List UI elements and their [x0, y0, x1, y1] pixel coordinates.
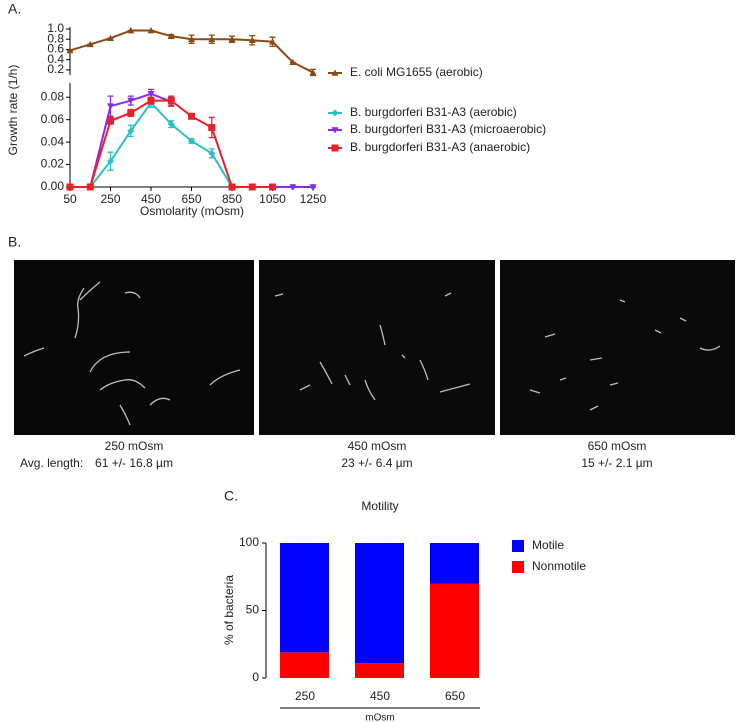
marker — [66, 46, 74, 54]
marker — [147, 27, 155, 34]
marker — [208, 124, 216, 132]
micrograph — [500, 260, 735, 435]
x-tick-label: 250 — [295, 689, 315, 703]
x-tick-label: 650 — [445, 689, 465, 703]
marker — [188, 35, 195, 43]
marker — [167, 120, 175, 128]
y2-tick-label: 1.0 — [47, 21, 64, 35]
marker — [167, 32, 175, 39]
legend-label: B. burgdorferi B31-A3 (aerobic) — [350, 105, 517, 119]
y-tick-label: 0.00 — [41, 179, 65, 193]
marker — [127, 97, 135, 105]
legend-label: Motile — [532, 538, 564, 552]
legend-marker — [331, 69, 339, 76]
marker — [289, 184, 297, 191]
marker — [107, 103, 114, 110]
panel-label: A. — [8, 1, 21, 17]
y2-tick-label: 0.8 — [47, 31, 64, 45]
x-tick-label: 650 — [181, 192, 201, 206]
panel-label: B. — [8, 234, 21, 250]
marker — [147, 97, 155, 105]
marker — [248, 183, 256, 191]
y-axis-label: Growth rate (1/h) — [6, 65, 20, 156]
marker — [188, 137, 195, 145]
legend-marker — [331, 127, 339, 134]
y2-tick-label: 0.4 — [47, 52, 64, 66]
marker — [127, 109, 135, 117]
bar-segment — [430, 583, 479, 678]
condition-label: 250 mOsm — [105, 439, 164, 453]
marker — [248, 36, 256, 44]
bacteria — [23, 281, 241, 426]
y-tick-label: 0.08 — [41, 89, 65, 103]
marker — [127, 27, 135, 34]
y-tick-label: 0.02 — [41, 157, 65, 171]
panel-label: C. — [224, 488, 238, 504]
chart-title: Motility — [361, 499, 398, 513]
marker — [147, 91, 155, 98]
length-label: 61 +/- 16.8 µm — [95, 456, 173, 470]
x-axis-label: Osmolarity (mOsm) — [140, 204, 244, 218]
marker — [107, 157, 114, 165]
legend-label: E. coli MG1655 (aerobic) — [350, 65, 483, 79]
micrograph — [14, 260, 254, 435]
length-label: 15 +/- 2.1 µm — [581, 456, 652, 470]
legend-marker — [331, 144, 339, 152]
x-tick-label: 1250 — [300, 192, 327, 206]
condition-label: 650 mOsm — [588, 439, 647, 453]
marker — [309, 68, 317, 76]
marker — [269, 38, 276, 45]
bar-segment — [280, 652, 329, 678]
marker — [86, 183, 94, 191]
y-tick-label: 0.06 — [41, 112, 65, 126]
x-tick-label: 450 — [141, 192, 161, 206]
legend-label: B. burgdorferi B31-A3 (microaerobic) — [350, 122, 546, 136]
legend-swatch — [512, 540, 524, 552]
x-axis-label: mOsm — [365, 713, 394, 722]
x-tick-label: 250 — [100, 192, 120, 206]
marker — [228, 35, 236, 43]
marker — [289, 58, 297, 66]
marker — [107, 117, 114, 125]
micrographs — [14, 260, 735, 435]
marker — [188, 112, 195, 120]
bacteria — [529, 299, 721, 411]
y-tick-label: 0 — [252, 670, 259, 684]
x-tick-label: 1050 — [259, 192, 286, 206]
micrograph — [259, 260, 495, 435]
marker — [107, 34, 114, 41]
marker — [208, 35, 216, 43]
x-tick-label: 450 — [370, 689, 390, 703]
x-tick-label: 850 — [222, 192, 242, 206]
marker — [66, 183, 74, 191]
condition-label: 450 mOsm — [348, 439, 407, 453]
y2-tick-label: 0.2 — [47, 62, 64, 76]
legend-label: Nonmotile — [532, 559, 586, 573]
marker — [309, 184, 317, 191]
marker — [228, 183, 236, 191]
legend-swatch — [512, 561, 524, 573]
y2-tick-label: 0.6 — [47, 42, 64, 56]
x-tick-label: 50 — [63, 192, 77, 206]
marker — [167, 97, 175, 105]
bar-segment — [355, 663, 404, 678]
legend-label: B. burgdorferi B31-A3 (anaerobic) — [350, 140, 530, 154]
marker — [269, 183, 276, 191]
bar-segment — [280, 543, 329, 653]
length-label: 23 +/- 6.4 µm — [341, 456, 412, 470]
marker — [208, 149, 216, 157]
legend-marker — [331, 109, 339, 117]
y-axis-label: % of bacteria — [222, 575, 236, 645]
marker — [86, 40, 94, 48]
y-tick-label: 50 — [246, 603, 260, 617]
bar-segment — [430, 543, 479, 584]
row-label: Avg. length: — [20, 456, 83, 470]
marker — [127, 127, 135, 135]
bar-segment — [355, 543, 404, 664]
y-tick-label: 0.04 — [41, 134, 65, 148]
bacteria — [274, 292, 471, 401]
y-tick-label: 100 — [239, 535, 259, 549]
